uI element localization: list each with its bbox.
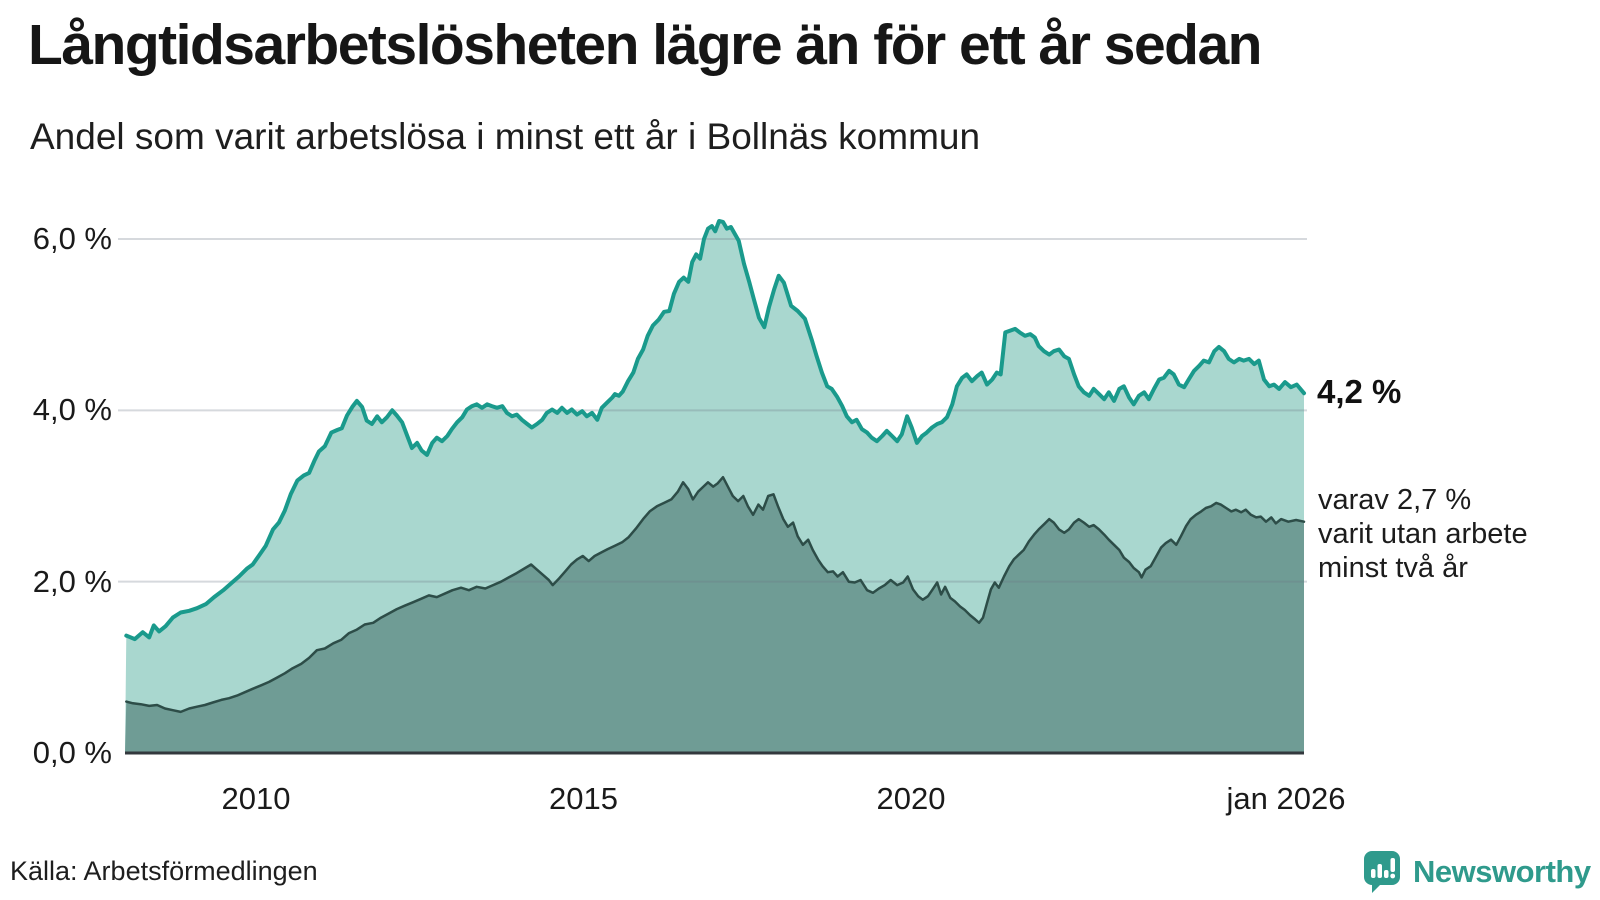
newsworthy-logo: Newsworthy bbox=[1363, 850, 1591, 894]
annotation-line: varit utan arbete bbox=[1318, 518, 1528, 550]
exclamation-dot bbox=[1390, 873, 1396, 879]
page-title: Långtidsarbetslösheten lägre än för ett … bbox=[28, 13, 1263, 77]
x-tick-label: 2015 bbox=[549, 781, 618, 816]
annotation-line: varav 2,7 % bbox=[1318, 484, 1472, 516]
bar-medium bbox=[1384, 870, 1389, 878]
newsworthy-logo-text: Newsworthy bbox=[1413, 854, 1591, 889]
newsworthy-logo-icon bbox=[1364, 851, 1400, 893]
sub-series-annotation: varav 2,7 % varit utan arbete minst två … bbox=[1318, 483, 1528, 585]
x-tick-label: 2020 bbox=[876, 781, 946, 816]
x-tick-label: 2010 bbox=[221, 781, 291, 816]
source-note: Källa: Arbetsförmedlingen bbox=[10, 856, 318, 886]
annotation-line: minst två år bbox=[1318, 552, 1468, 584]
bar-tall bbox=[1377, 864, 1382, 878]
latest-value-label: 4,2 % bbox=[1317, 373, 1402, 410]
area-unemployed-2yr bbox=[125, 477, 1304, 753]
line-unemployed-2yr bbox=[125, 475, 1306, 714]
y-tick-label: 4,0 % bbox=[32, 392, 112, 428]
y-tick-label: 6,0 % bbox=[32, 221, 112, 256]
line-total-unemployed-1yr bbox=[124, 219, 1306, 642]
x-tick-label: jan 2026 bbox=[1226, 781, 1346, 816]
bar-small bbox=[1371, 869, 1376, 878]
y-tick-label: 2,0 % bbox=[32, 563, 112, 599]
y-tick-label: 0,0 % bbox=[32, 735, 112, 770]
page-subtitle: Andel som varit arbetslösa i minst ett å… bbox=[30, 116, 981, 157]
exclamation-bar bbox=[1390, 858, 1395, 872]
